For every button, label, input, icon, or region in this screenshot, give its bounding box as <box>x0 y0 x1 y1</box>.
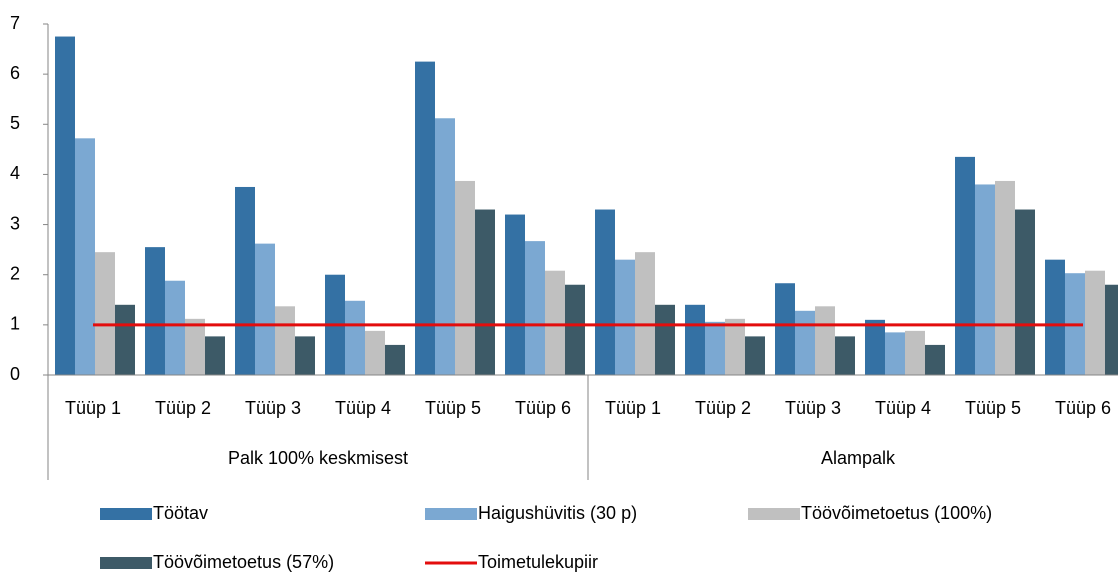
bar <box>795 310 815 375</box>
y-tick-label: 1 <box>10 314 20 334</box>
x-tick-label: Tüüp 1 <box>65 398 121 418</box>
group-label: Palk 100% keskmisest <box>228 448 408 468</box>
y-tick-label: 3 <box>10 213 20 233</box>
x-tick-label: Tüüp 6 <box>515 398 571 418</box>
bar <box>1045 259 1065 375</box>
x-tick-label: Tüüp 3 <box>785 398 841 418</box>
bar <box>725 318 745 375</box>
bar <box>475 209 495 375</box>
bar <box>565 284 585 375</box>
x-tick-label: Tüüp 3 <box>245 398 301 418</box>
legend-swatch <box>100 557 152 569</box>
bar <box>705 321 725 375</box>
bar <box>115 304 135 375</box>
x-tick-label: Tüüp 4 <box>875 398 931 418</box>
bar <box>745 336 765 375</box>
legend-label: Haigushüvitis (30 p) <box>478 503 637 523</box>
bar <box>455 180 475 375</box>
bar <box>975 184 995 375</box>
bar <box>615 259 635 375</box>
bar <box>95 252 115 375</box>
bar <box>185 318 205 375</box>
legend-label: Töövõimetoetus (57%) <box>153 552 334 572</box>
x-tick-label: Tüüp 2 <box>155 398 211 418</box>
bar <box>275 306 295 375</box>
x-tick-label: Tüüp 4 <box>335 398 391 418</box>
legend-swatch <box>748 508 800 520</box>
y-tick-label: 5 <box>10 113 20 133</box>
bar <box>635 252 655 375</box>
legend-label: Töövõimetoetus (100%) <box>801 503 992 523</box>
bar <box>525 241 545 375</box>
bar <box>365 330 385 375</box>
legend-label: Toimetulekupiir <box>478 552 598 572</box>
bar <box>995 180 1015 375</box>
bar <box>205 336 225 375</box>
y-tick-label: 6 <box>10 63 20 83</box>
bar <box>835 336 855 375</box>
bar <box>775 283 795 375</box>
bar <box>865 319 885 375</box>
bar <box>385 344 405 375</box>
bar <box>435 118 455 376</box>
bar <box>55 36 75 376</box>
x-tick-label: Tüüp 6 <box>1055 398 1111 418</box>
legend-swatch <box>100 508 152 520</box>
bar <box>545 270 565 375</box>
legend-label: Töötav <box>153 503 208 523</box>
bar <box>655 304 675 375</box>
y-tick-label: 0 <box>10 364 20 384</box>
legend-swatch <box>425 508 477 520</box>
group-label: Alampalk <box>821 448 896 468</box>
bar <box>925 344 945 375</box>
bar <box>295 336 315 375</box>
y-tick-label: 4 <box>10 163 20 183</box>
bar <box>905 330 925 375</box>
bar <box>1105 284 1118 375</box>
bar <box>685 304 705 375</box>
bar <box>235 186 255 375</box>
y-tick-label: 7 <box>10 13 20 33</box>
bar <box>415 61 435 375</box>
x-tick-label: Tüüp 2 <box>695 398 751 418</box>
bar <box>165 280 185 375</box>
y-tick-label: 2 <box>10 263 20 283</box>
bar <box>595 209 615 375</box>
bar <box>505 214 525 375</box>
bar <box>75 138 95 375</box>
bar <box>815 306 835 375</box>
bar <box>345 300 365 375</box>
x-tick-label: Tüüp 5 <box>425 398 481 418</box>
bar <box>255 243 275 375</box>
bar <box>885 332 905 375</box>
x-tick-label: Tüüp 1 <box>605 398 661 418</box>
bar <box>145 247 165 375</box>
bar <box>1085 270 1105 375</box>
bar <box>1015 209 1035 375</box>
bar <box>955 156 975 375</box>
x-tick-label: Tüüp 5 <box>965 398 1021 418</box>
